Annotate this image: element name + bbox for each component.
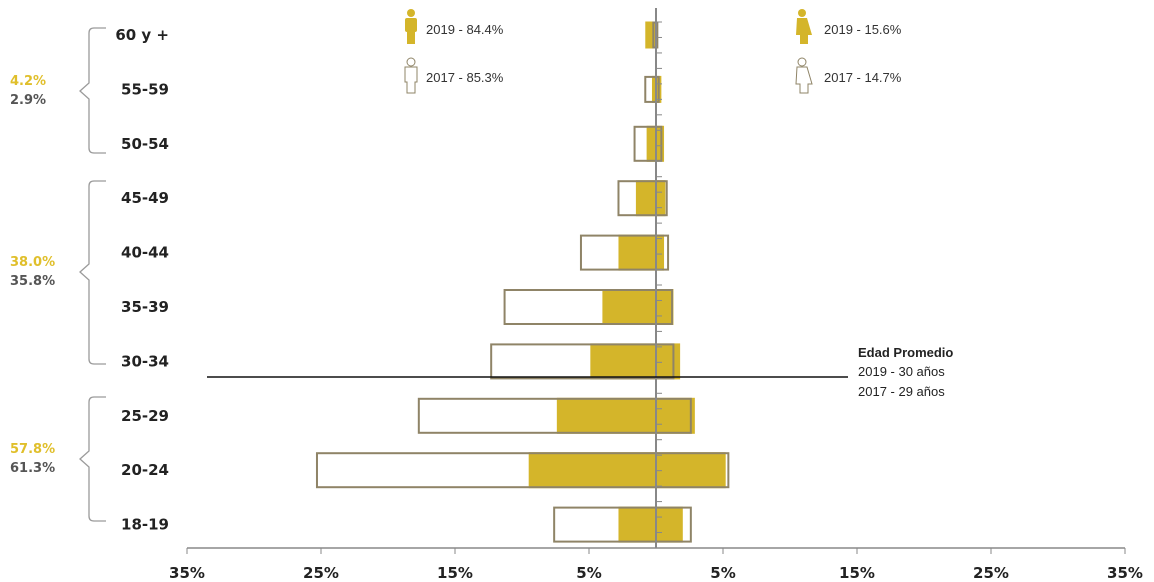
bar-2019-left-2 <box>646 125 656 162</box>
group-brackets: 4.2% 2.9% 38.0% 35.8% 57.8% 61.3% <box>10 27 106 522</box>
bar-2019-left-7 <box>556 397 656 434</box>
x-tick-label-6: 25% <box>973 564 1009 582</box>
legend-female-2019: 2019 - 15.6% <box>824 22 902 37</box>
bar-2019-left-4 <box>618 234 656 271</box>
x-tick-label-0: 35% <box>169 564 205 582</box>
group-label-2017-2: 61.3% <box>10 461 55 476</box>
x-tick-label-4: 5% <box>710 564 735 582</box>
legend-female-2017: 2017 - 14.7% <box>824 70 902 85</box>
mean-age-2017: 2017 - 29 años <box>858 384 945 399</box>
bar-2019-left-0 <box>645 21 656 49</box>
bars-2019 <box>528 21 726 543</box>
group-label-2017-0: 2.9% <box>10 93 46 108</box>
x-tick-label-5: 15% <box>839 564 875 582</box>
age-label-5: 35-39 <box>121 298 169 316</box>
bar-2019-right-2 <box>656 125 665 162</box>
group-label-2017-1: 35.8% <box>10 274 55 289</box>
mean-age-title: Edad Promedio <box>858 345 953 360</box>
age-label-1: 55-59 <box>121 80 169 98</box>
age-label-3: 45-49 <box>121 189 169 207</box>
group-label-2019-0: 4.2% <box>10 74 46 89</box>
male-2017-icon <box>404 57 418 94</box>
x-tick-label-3: 5% <box>576 564 601 582</box>
age-label-6: 30-34 <box>121 352 169 370</box>
male-2019-icon <box>405 9 417 44</box>
bar-2019-left-9 <box>618 506 656 543</box>
age-label-4: 40-44 <box>121 244 169 262</box>
x-tick-label-1: 25% <box>303 564 339 582</box>
age-labels: 60 y + 55-59 50-54 45-49 40-44 35-39 30-34 25-2… <box>115 26 169 534</box>
group-label-2019-1: 38.0% <box>10 255 55 270</box>
x-tick-label-7: 35% <box>1107 564 1143 582</box>
age-label-9: 18-19 <box>121 516 169 534</box>
bar-2019-right-9 <box>656 506 683 543</box>
age-label-0: 60 y + <box>115 26 169 44</box>
age-label-2: 50-54 <box>121 135 169 153</box>
legend-male-2017: 2017 - 85.3% <box>426 70 504 85</box>
group-bracket-1 <box>79 180 106 365</box>
legend-male-2019: 2019 - 84.4% <box>426 22 504 37</box>
age-label-7: 25-29 <box>121 407 169 425</box>
bar-2019-right-8 <box>656 452 726 489</box>
bar-2019-left-3 <box>635 180 656 217</box>
bar-2019-left-1 <box>651 75 656 103</box>
bar-2019-right-3 <box>656 180 666 217</box>
bar-2019-right-6 <box>656 343 681 380</box>
mean-age-2019: 2019 - 30 años <box>858 364 945 379</box>
female-2019-icon <box>796 9 812 44</box>
x-axis: 35% 25% 15% 5% 5% 15% 25% 35% <box>169 8 1143 582</box>
group-label-2019-2: 57.8% <box>10 442 55 457</box>
group-bracket-2 <box>79 396 106 522</box>
group-bracket-0 <box>79 27 106 154</box>
bar-2019-left-8 <box>528 452 656 489</box>
bar-2019-right-7 <box>656 397 695 434</box>
bar-2019-right-5 <box>656 289 674 325</box>
x-tick-label-2: 15% <box>437 564 473 582</box>
female-2017-icon <box>795 57 813 94</box>
bar-2019-left-6 <box>590 343 656 380</box>
age-label-8: 20-24 <box>121 461 169 479</box>
bar-2019-right-4 <box>656 234 665 271</box>
bar-2019-left-5 <box>602 289 656 325</box>
